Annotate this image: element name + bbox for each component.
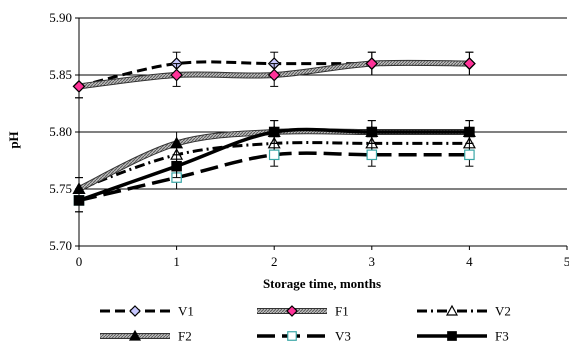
x-tick-label-2: 2: [271, 254, 278, 269]
series-layer: [72, 51, 476, 213]
y-tick-label-4: 5.90: [49, 10, 72, 25]
legend-marker-V1: [129, 305, 141, 317]
data-point-F3-1: [171, 160, 182, 172]
data-point-F3-2: [268, 126, 280, 138]
x-tick-label-3: 3: [369, 254, 376, 269]
y-axis-title: pH: [6, 131, 21, 148]
tick-labels: 5.70 5.75 5.80 5.85 5.90 0 1 2 3 4 5: [49, 10, 569, 269]
series-F3: [73, 120, 475, 213]
x-axis-title: Storage time, months: [263, 276, 381, 291]
series-V3: [73, 142, 475, 213]
legend-label-V1: V1: [178, 304, 194, 319]
legend-label-F3: F3: [495, 329, 509, 344]
legend-label-V2: V2: [495, 304, 511, 319]
data-point-V3-3: [366, 149, 378, 161]
legend-label-V3: V3: [335, 329, 351, 344]
legend-label-F2: F2: [178, 329, 192, 344]
data-point-V3-4: [464, 149, 475, 161]
legend: V1 F1 V2 F2 V3 F3: [100, 304, 511, 344]
y-tick-label-2: 5.80: [49, 124, 72, 139]
data-point-F3-3: [366, 126, 378, 138]
x-tick-label-0: 0: [76, 254, 83, 269]
data-point-F1-0: [72, 80, 86, 93]
legend-marker-F2: [128, 329, 142, 341]
series-F1: [72, 51, 476, 99]
legend-marker-V2: [445, 304, 459, 316]
legend-item-V3: V3: [257, 329, 351, 344]
y-tick-label-1: 5.75: [49, 181, 72, 196]
legend-marker-V3: [287, 331, 297, 341]
x-tick-label-4: 4: [466, 254, 473, 269]
data-point-F3-4: [464, 126, 475, 138]
legend-label-F1: F1: [335, 304, 349, 319]
legend-item-F2: F2: [100, 329, 192, 344]
data-point-F1-1: [170, 68, 183, 82]
y-tick-label-3: 5.85: [49, 67, 72, 82]
legend-item-V2: V2: [417, 304, 511, 319]
data-point-F2-1: [170, 136, 184, 149]
y-tick-label-0: 5.70: [49, 238, 72, 253]
legend-marker-F1: [286, 305, 298, 317]
x-tick-label-5: 5: [564, 254, 569, 269]
data-point-F1-3: [365, 57, 379, 70]
legend-item-V1: V1: [100, 304, 194, 319]
x-tick-label-1: 1: [173, 254, 180, 269]
legend-marker-F3: [447, 331, 457, 341]
legend-item-F3: F3: [417, 329, 509, 344]
data-point-F3-0: [73, 195, 85, 206]
legend-item-F1: F1: [257, 304, 349, 319]
data-point-F1-2: [267, 68, 281, 82]
data-point-F1-4: [463, 57, 476, 70]
data-point-V3-2: [268, 149, 280, 161]
